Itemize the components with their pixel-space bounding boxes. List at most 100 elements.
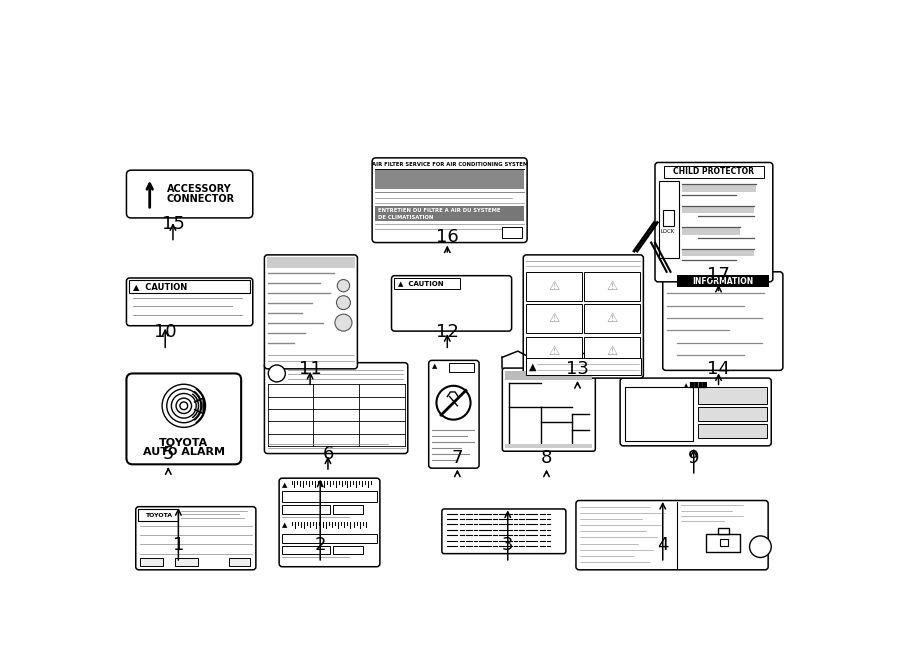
Text: 1: 1 [173, 535, 184, 554]
Text: 2: 2 [314, 535, 326, 554]
Text: ▲  CAUTION: ▲ CAUTION [132, 282, 187, 291]
FancyBboxPatch shape [279, 478, 380, 566]
FancyBboxPatch shape [372, 158, 527, 243]
Circle shape [166, 389, 201, 423]
FancyBboxPatch shape [502, 368, 595, 451]
Text: LOCK: LOCK [661, 229, 675, 234]
Circle shape [338, 280, 349, 292]
Circle shape [750, 536, 771, 557]
Text: 17: 17 [707, 266, 730, 284]
Text: TOYOTA: TOYOTA [159, 438, 209, 447]
Text: 15: 15 [161, 215, 184, 233]
Text: ⚠: ⚠ [606, 280, 617, 293]
FancyBboxPatch shape [442, 509, 566, 554]
Bar [283, 491, 377, 502]
Text: ▲ ████: ▲ ████ [684, 382, 706, 388]
Bar [682, 227, 740, 235]
Circle shape [337, 295, 350, 309]
Bar [283, 546, 330, 555]
Text: ▲: ▲ [283, 482, 288, 488]
Text: ▲: ▲ [432, 364, 437, 369]
Bar [229, 559, 250, 566]
Bar [283, 505, 330, 514]
Bar [698, 424, 767, 438]
FancyBboxPatch shape [620, 378, 771, 446]
Bar [625, 387, 693, 442]
Text: 8: 8 [541, 449, 553, 467]
Text: AIR FILTER SERVICE FOR AIR CONDITIONING SYSTEM: AIR FILTER SERVICE FOR AIR CONDITIONING … [372, 162, 527, 167]
Bar [175, 559, 198, 566]
Bar [140, 559, 163, 566]
Text: 12: 12 [436, 323, 459, 341]
Text: ⚠: ⚠ [606, 312, 617, 325]
Text: 3: 3 [502, 535, 514, 554]
FancyBboxPatch shape [662, 272, 783, 370]
Bar [506, 444, 592, 448]
FancyBboxPatch shape [265, 255, 357, 369]
Bar [266, 257, 356, 268]
FancyBboxPatch shape [576, 500, 768, 570]
Text: ⚠: ⚠ [549, 280, 560, 293]
Circle shape [436, 386, 471, 420]
Bar [682, 184, 756, 192]
Text: ▲  CAUTION: ▲ CAUTION [398, 280, 444, 286]
Bar [659, 181, 679, 258]
Bar [129, 280, 250, 293]
Circle shape [162, 384, 205, 428]
Bar [677, 275, 769, 288]
FancyBboxPatch shape [523, 255, 644, 378]
Bar [526, 304, 582, 333]
Bar [662, 210, 673, 225]
Text: CONNECTOR: CONNECTOR [166, 194, 235, 204]
Bar [706, 533, 740, 552]
Bar [682, 249, 754, 256]
Bar [394, 278, 460, 289]
Text: AUTO ALARM: AUTO ALARM [143, 447, 225, 457]
Text: 9: 9 [688, 449, 699, 467]
Text: 14: 14 [707, 360, 730, 378]
Text: 6: 6 [322, 445, 334, 463]
Bar [333, 546, 363, 555]
Text: 11: 11 [299, 360, 321, 378]
Bar [138, 509, 178, 522]
FancyBboxPatch shape [428, 360, 479, 468]
Text: 4: 4 [657, 535, 669, 554]
Circle shape [268, 365, 285, 382]
Text: 13: 13 [566, 360, 589, 378]
Circle shape [180, 402, 188, 410]
Text: 16: 16 [436, 227, 459, 246]
Text: 10: 10 [154, 323, 176, 341]
Text: ▲: ▲ [529, 362, 537, 371]
Bar [664, 165, 763, 178]
Bar [682, 206, 754, 214]
Bar [506, 371, 592, 380]
FancyBboxPatch shape [126, 278, 253, 326]
Bar [584, 336, 640, 366]
Text: CHILD PROTECTOR: CHILD PROTECTOR [673, 167, 754, 176]
Bar [375, 170, 524, 188]
FancyBboxPatch shape [392, 276, 511, 331]
FancyBboxPatch shape [126, 170, 253, 218]
Text: TOYOTA: TOYOTA [145, 513, 172, 518]
Bar [449, 363, 473, 372]
Text: DE CLIMATISATION: DE CLIMATISATION [378, 215, 434, 220]
Text: ENTRETIEN DU FILTRE A AIR DU SYSTEME: ENTRETIEN DU FILTRE A AIR DU SYSTEME [378, 208, 500, 214]
Text: ▲: ▲ [283, 522, 288, 528]
FancyBboxPatch shape [126, 373, 241, 464]
Bar [718, 528, 729, 534]
Bar [584, 272, 640, 301]
Bar [333, 505, 363, 514]
Text: ⚠: ⚠ [549, 344, 560, 358]
Bar [526, 358, 641, 375]
Text: ⚠: ⚠ [549, 312, 560, 325]
Bar [720, 539, 728, 546]
Text: ACCESSORY: ACCESSORY [166, 184, 231, 194]
Bar [502, 227, 523, 238]
Text: 5: 5 [163, 445, 174, 463]
Bar [375, 206, 524, 221]
Bar [584, 304, 640, 333]
Circle shape [176, 398, 192, 414]
Bar [526, 336, 582, 366]
Circle shape [171, 393, 196, 418]
Text: 7: 7 [452, 449, 464, 467]
